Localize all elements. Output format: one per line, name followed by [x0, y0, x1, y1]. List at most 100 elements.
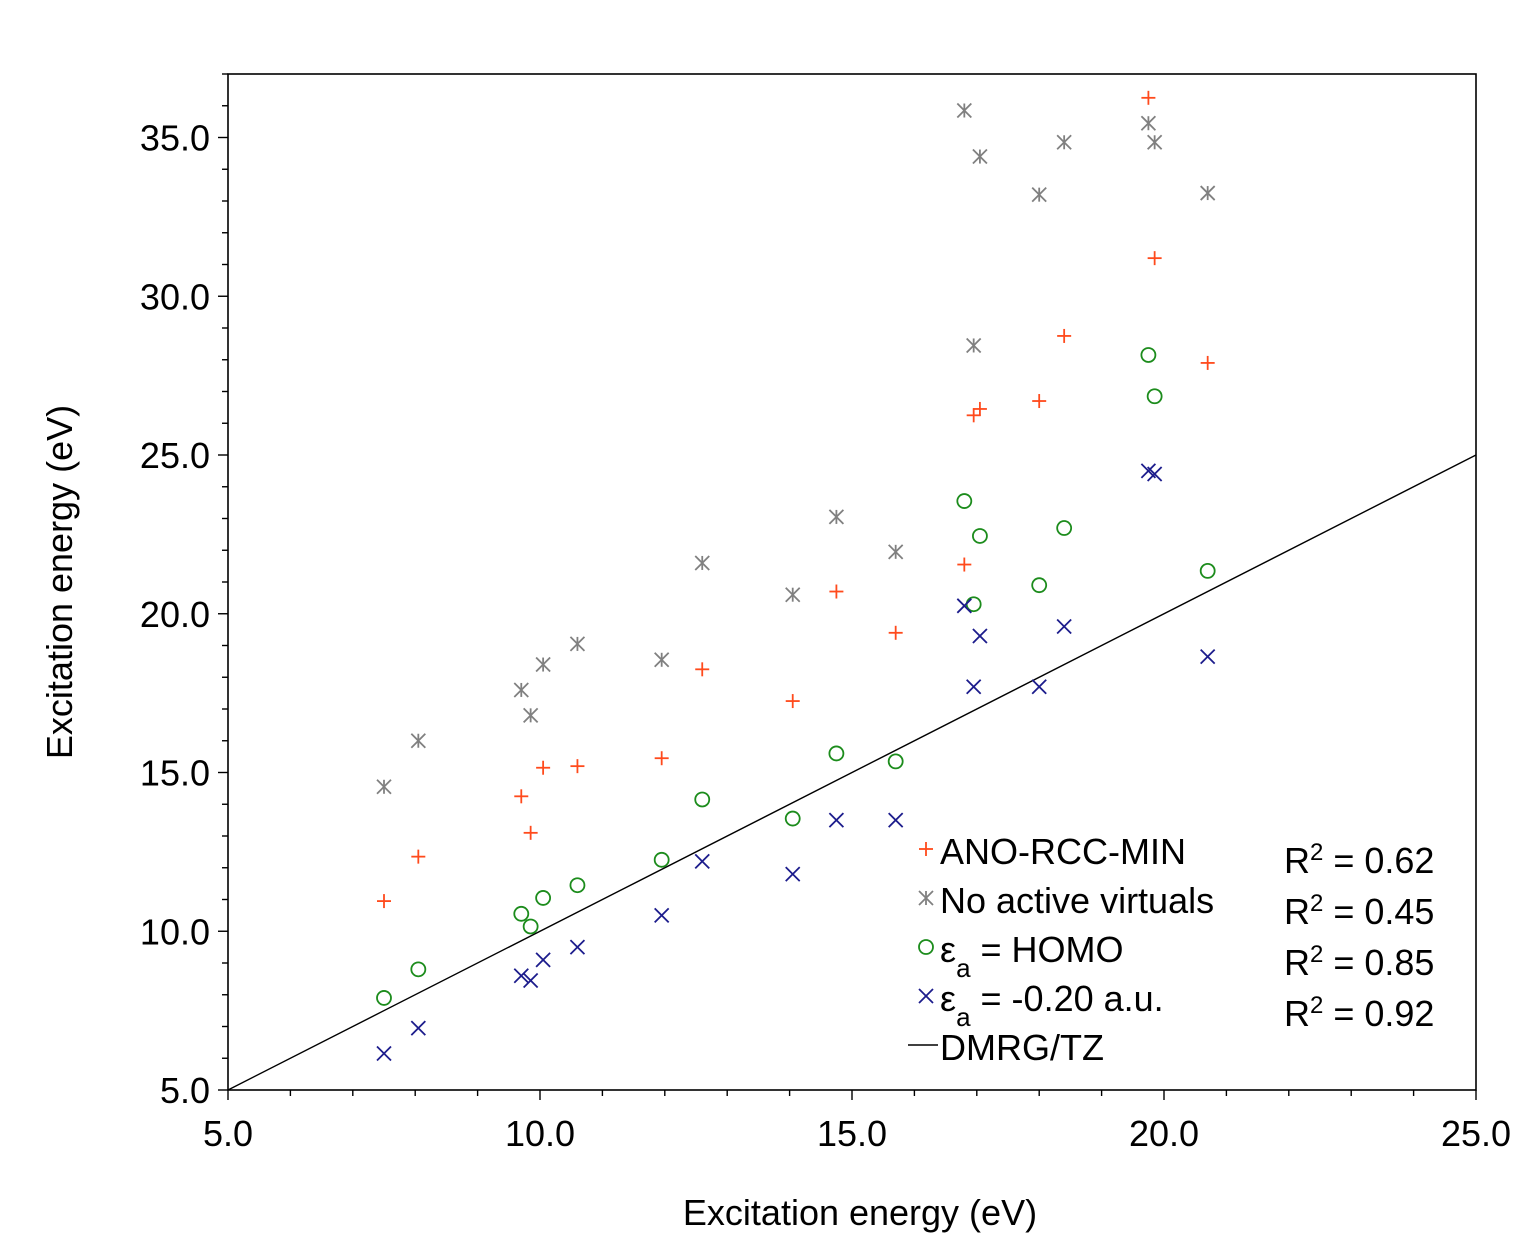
legend-marker	[919, 842, 933, 856]
x-tick-label: 15.0	[817, 1113, 887, 1154]
point-series-0	[957, 557, 972, 572]
y-tick-label: 5.0	[160, 1070, 210, 1111]
plot-frame	[227, 73, 1477, 1091]
x-tick-label: 25.0	[1441, 1113, 1511, 1154]
point-series-1	[1140, 115, 1157, 131]
point-series-3	[1031, 679, 1047, 695]
y-axis-title: Excitation energy (eV)	[39, 405, 80, 759]
point-series-0	[1141, 90, 1156, 105]
point-series-0	[785, 694, 800, 709]
r2-label: R2 = 0.45	[1284, 890, 1434, 933]
legend-label: εa = -0.20 a.u.	[940, 978, 1164, 1032]
point-series-0	[536, 760, 551, 775]
point-series-2	[828, 745, 845, 762]
point-series-0	[1147, 251, 1162, 266]
point-series-1	[535, 656, 551, 673]
point-series-3	[828, 812, 845, 828]
point-series-1	[569, 636, 586, 652]
point-series-2	[522, 918, 539, 935]
point-series-3	[694, 853, 710, 870]
point-series-2	[569, 877, 586, 894]
point-series-1	[888, 544, 904, 560]
reference-line-dmrg-tz	[227, 454, 1477, 1091]
point-series-1	[376, 779, 392, 795]
point-series-0	[411, 849, 426, 864]
point-series-1	[1056, 134, 1072, 150]
x-axis-title: Excitation energy (eV)	[683, 1192, 1037, 1233]
point-series-0	[570, 759, 585, 774]
legend-label: No active virtuals	[940, 880, 1214, 921]
point-series-2	[513, 905, 530, 922]
point-series-2	[956, 493, 973, 509]
point-series-2	[784, 810, 801, 827]
point-series-3	[1056, 618, 1072, 635]
point-series-3	[1147, 466, 1163, 482]
point-series-3	[956, 598, 972, 614]
point-series-1	[966, 337, 982, 354]
point-series-2	[1199, 562, 1216, 579]
r2-label: R2 = 0.85	[1284, 941, 1434, 984]
point-series-0	[514, 789, 529, 804]
legend-marker	[918, 939, 934, 955]
point-series-0	[695, 662, 710, 677]
point-series-2	[535, 890, 552, 906]
y-tick-label: 20.0	[140, 594, 210, 635]
legend-label: εa = HOMO	[940, 929, 1124, 983]
point-series-1	[972, 148, 988, 165]
point-series-0	[523, 825, 538, 840]
point-series-2	[410, 961, 427, 978]
point-series-0	[1200, 355, 1215, 370]
point-series-0	[1032, 394, 1047, 409]
legend-label: ANO-RCC-MIN	[940, 831, 1186, 872]
point-series-1	[1200, 185, 1216, 201]
reference-line-group	[227, 454, 1477, 1091]
point-series-1	[1147, 134, 1163, 150]
point-series-3	[376, 1045, 392, 1062]
point-series-2	[887, 753, 904, 770]
point-series-1	[956, 102, 972, 119]
r2-labels: R2 = 0.62 R2 = 0.45 R2 = 0.85 R2 = 0.92	[1284, 839, 1434, 1035]
point-series-2	[653, 851, 670, 868]
point-series-0	[966, 408, 981, 423]
point-series-2	[1031, 577, 1048, 594]
point-series-0	[654, 751, 669, 766]
x-tick-label: 20.0	[1129, 1113, 1199, 1154]
point-series-0	[377, 894, 391, 909]
point-series-3	[785, 866, 801, 882]
y-tick-label: 25.0	[140, 435, 210, 476]
point-series-2	[376, 990, 392, 1006]
point-series-1	[828, 509, 845, 525]
point-series-1	[654, 652, 670, 668]
point-series-2	[972, 528, 988, 544]
point-series-3	[410, 1020, 426, 1036]
point-series-1	[785, 587, 801, 603]
point-series-0	[829, 584, 844, 599]
point-series-3	[888, 812, 904, 828]
point-series-0	[972, 401, 987, 416]
point-series-3	[654, 907, 670, 924]
point-series-2	[1146, 388, 1163, 405]
point-series-2	[1140, 347, 1157, 363]
y-tick-label: 10.0	[140, 911, 210, 952]
axis-ticks	[218, 73, 1477, 1100]
point-series-1	[513, 682, 529, 698]
axis-tick-labels: 5.0 10.0 15.0 20.0 25.0 5.0 10.0 15.0 20.0 25.0 30…	[140, 118, 1511, 1155]
legend-marker	[918, 988, 934, 1004]
point-series-1	[523, 707, 539, 723]
r2-label: R2 = 0.62	[1284, 839, 1434, 882]
x-tick-label: 10.0	[505, 1113, 575, 1154]
point-series-0	[888, 625, 903, 640]
legend: ANO-RCC-MIN No active virtuals εa = HOMOεa…	[908, 831, 1214, 1068]
point-series-3	[966, 679, 982, 695]
point-series-3	[513, 968, 529, 984]
point-series-3	[523, 972, 539, 989]
y-tick-label: 35.0	[140, 118, 210, 159]
point-series-2	[1056, 520, 1073, 536]
point-series-1	[1031, 187, 1047, 203]
point-series-3	[569, 939, 586, 955]
point-series-2	[694, 791, 711, 808]
x-tick-label: 5.0	[203, 1113, 253, 1154]
y-tick-label: 30.0	[140, 276, 210, 317]
point-series-0	[1057, 328, 1072, 343]
